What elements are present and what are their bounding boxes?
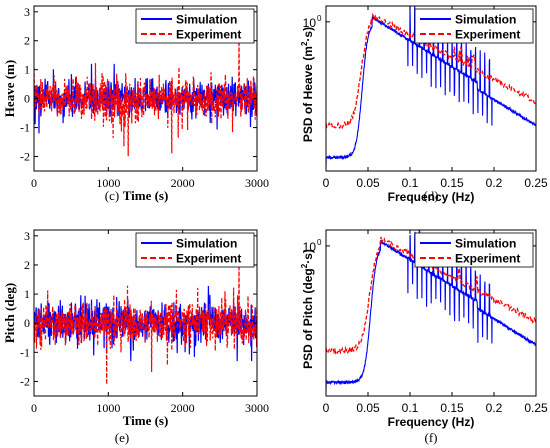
x-tick-label-e-3: 3000 [245, 401, 269, 415]
y-tick-label-c-3: 1 [24, 63, 30, 77]
series-line-d-0 [326, 6, 536, 168]
legend-box-c [135, 8, 255, 44]
x-tick-label-d-4: 0.2 [486, 176, 503, 190]
plot-area-e [34, 261, 257, 385]
axes-box-d [325, 5, 537, 172]
y-tick-label-base-d: 10 [303, 16, 317, 30]
x-tick-label-c-3: 3000 [245, 176, 269, 190]
x-tick-label-e-1: 1000 [96, 401, 120, 415]
x-axis-label-c: Time (s) [123, 188, 169, 203]
y-tick-label-e-2: 0 [24, 316, 30, 330]
x-tick-label-f-0: 0 [323, 401, 330, 415]
y-axis-label-main-d: PSD of Heave (m [301, 46, 315, 142]
x-tick-label-f-4: 0.2 [486, 401, 503, 415]
y-axis-label-tail-f: ·s) [301, 249, 315, 264]
y-axis-label-sup-f: 2 [300, 263, 309, 268]
x-tick-label-c-0: 0 [31, 176, 37, 190]
axes-box-f [325, 229, 537, 397]
x-tick-label-d-5: 0.25 [524, 176, 548, 190]
y-axis-label-tail-d: ·s) [301, 27, 315, 42]
y-tick-label-e-0: -2 [20, 374, 30, 388]
y-tick-label-e-5: 3 [24, 229, 30, 243]
plot-area-c [34, 34, 257, 157]
legend-label-e-0: Simulation [176, 237, 237, 251]
legend-box-f [414, 232, 534, 268]
legend-label-c-1: Experiment [176, 28, 241, 42]
legend-label-d-1: Experiment [455, 28, 520, 42]
legend-label-e-1: Experiment [176, 252, 241, 266]
panel-e: 0 1000 2000 3000 -2 -1 0 1 2 3 Time (s) Pitch (deg)… [2, 229, 269, 445]
axes-box-e [33, 229, 258, 397]
x-tick-label-e-0: 0 [31, 401, 37, 415]
legend-box-e [135, 232, 255, 268]
panel-label-e: (e) [115, 430, 129, 445]
y-axis-label-f: PSD of Pitch (deg2·s) [300, 249, 315, 369]
y-tick-label-exp-f: 0 [317, 238, 322, 247]
x-tick-label-d-1: 0.05 [356, 176, 380, 190]
x-tick-label-c-1: 1000 [96, 176, 120, 190]
y-tick-label-c-5: 3 [24, 5, 30, 19]
y-tick-label-e-4: 2 [24, 258, 30, 272]
x-tick-label-d-0: 0 [323, 176, 330, 190]
x-tick-label-c-2: 2000 [171, 176, 195, 190]
plot-area-d [326, 6, 536, 168]
axes-box-c [33, 5, 258, 172]
series-line-f-0 [326, 230, 536, 393]
x-tick-label-d-3: 0.15 [440, 176, 464, 190]
y-tick-label-c-1: -1 [20, 121, 30, 135]
y-axis-label-sup-d: 2 [300, 41, 309, 46]
legend-label-f-1: Experiment [455, 252, 520, 266]
y-tick-label-e-1: -1 [20, 345, 30, 359]
panel-label-d: (d) [423, 188, 438, 203]
panel-c: 0 1000 2000 3000 -2 -1 0 1 2 3 Time (s) Heave (m) (c… [2, 5, 269, 203]
series-line-e-1 [34, 261, 257, 385]
y-tick-label-base-f: 10 [303, 240, 317, 254]
series-line-c-1 [34, 34, 257, 157]
x-tick-label-f-3: 0.15 [440, 401, 464, 415]
panel-label-c: (c) [105, 188, 119, 203]
x-tick-label-f-5: 0.25 [524, 401, 548, 415]
x-axis-label-f: Frequency (Hz) [388, 415, 475, 429]
panel-label-f: (f) [425, 430, 438, 445]
y-tick-label-c-4: 2 [24, 34, 30, 48]
x-axis-label-d: Frequency (Hz) [388, 190, 475, 204]
x-tick-label-d-2: 0.1 [402, 176, 419, 190]
y-tick-label-exp-d: 0 [317, 14, 322, 23]
legend-label-f-0: Simulation [455, 237, 516, 251]
legend-box-d [414, 8, 534, 44]
legend-label-d-0: Simulation [455, 13, 516, 27]
y-tick-label-c-2: 0 [24, 92, 30, 106]
y-tick-label-c-0: -2 [20, 150, 30, 164]
x-axis-label-e: Time (s) [123, 413, 169, 428]
y-axis-label-e: Pitch (deg) [2, 283, 17, 343]
y-axis-label-c: Heave (m) [2, 60, 17, 117]
x-tick-label-e-2: 2000 [171, 401, 195, 415]
y-axis-label-main-f: PSD of Pitch (deg [301, 268, 315, 369]
y-axis-label-d: PSD of Heave (m2·s) [300, 27, 315, 142]
y-tick-label-e-3: 1 [24, 287, 30, 301]
x-tick-label-f-1: 0.05 [356, 401, 380, 415]
series-line-d-1 [326, 12, 536, 130]
legend-label-c-0: Simulation [176, 13, 237, 27]
x-tick-label-f-2: 0.1 [402, 401, 419, 415]
